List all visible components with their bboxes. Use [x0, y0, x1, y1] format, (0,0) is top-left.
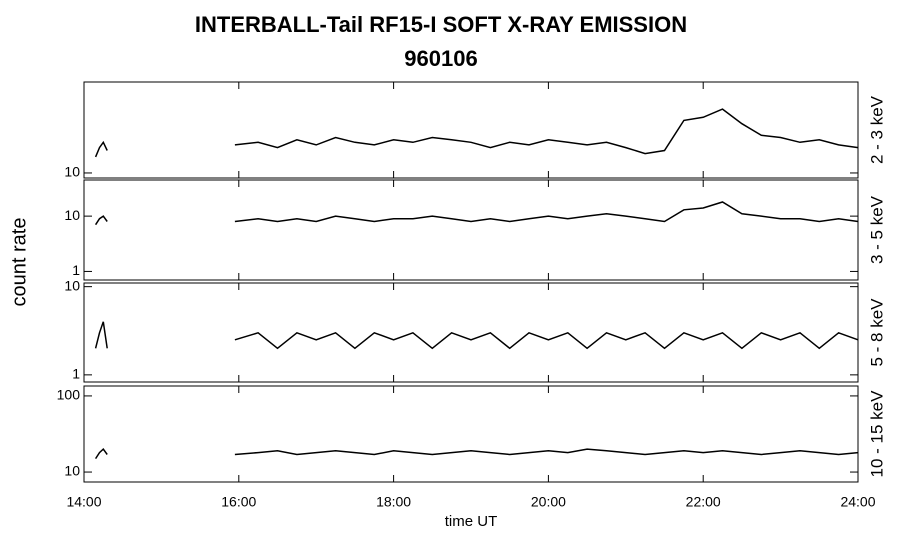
y-axis-label: count rate [8, 218, 30, 307]
x-tick-label: 24:00 [840, 494, 875, 510]
panel-label: 5 - 8 keV [867, 298, 886, 367]
data-line [94, 108, 859, 158]
data-line [94, 321, 859, 350]
x-axis-label: time UT [445, 513, 498, 530]
x-tick-label: 14:00 [66, 494, 101, 510]
data-line [94, 201, 859, 226]
panel-label: 2 - 3 keV [867, 95, 886, 164]
x-tick-label: 22:00 [686, 494, 721, 510]
y-tick-label: 1 [72, 262, 80, 278]
panel-label: 3 - 5 keV [867, 195, 886, 264]
chart-subtitle: 960106 [404, 46, 477, 71]
panel-label: 10 - 15 keV [867, 390, 886, 478]
plot-frame [83, 179, 859, 281]
y-tick-label: 100 [57, 387, 81, 403]
plot-frame [83, 385, 859, 483]
y-tick-label: 1 [72, 366, 80, 382]
x-tick-label: 16:00 [221, 494, 256, 510]
y-tick-label: 10 [64, 207, 80, 223]
x-tick-label: 18:00 [376, 494, 411, 510]
y-tick-label: 10 [64, 463, 80, 479]
plot-frame [83, 282, 859, 383]
plot-frame [83, 81, 859, 179]
y-tick-label: 10 [64, 277, 80, 293]
y-tick-label: 10 [64, 164, 80, 180]
chart-title: INTERBALL-Tail RF15-I SOFT X-RAY EMISSIO… [195, 12, 687, 37]
x-tick-label: 20:00 [531, 494, 566, 510]
data-line [94, 447, 859, 460]
